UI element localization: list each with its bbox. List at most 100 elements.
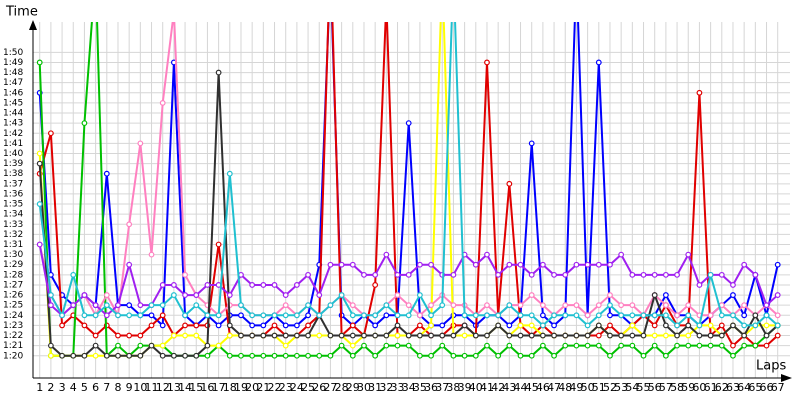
lap-point bbox=[215, 241, 222, 248]
y-tick-label: 1:25 bbox=[3, 301, 23, 311]
lap-point bbox=[662, 302, 669, 309]
lap-point bbox=[539, 332, 546, 339]
lap-point bbox=[282, 342, 289, 349]
x-tick-label: 64 bbox=[737, 381, 751, 394]
lap-point bbox=[495, 322, 502, 329]
y-tick-label: 1:43 bbox=[3, 119, 23, 129]
lap-point bbox=[685, 312, 692, 319]
lap-point bbox=[662, 292, 669, 298]
lap-point bbox=[551, 312, 557, 319]
lap-point bbox=[551, 332, 557, 339]
x-axis-arrow bbox=[781, 374, 792, 382]
lap-point bbox=[159, 100, 166, 106]
lap-point bbox=[439, 342, 446, 349]
lap-point bbox=[718, 342, 725, 349]
lap-point bbox=[562, 302, 569, 309]
x-tick-label: 8 bbox=[114, 381, 121, 394]
lap-point bbox=[484, 302, 490, 309]
lap-point bbox=[92, 352, 99, 359]
lap-point bbox=[573, 332, 580, 339]
x-tick-label: 47 bbox=[547, 381, 561, 394]
lap-point bbox=[103, 292, 110, 298]
x-tick-label: 13 bbox=[167, 381, 181, 394]
lap-point bbox=[517, 302, 524, 309]
x-tick-label: 58 bbox=[670, 381, 684, 394]
x-tick-label: 55 bbox=[637, 381, 651, 394]
lap-point bbox=[215, 342, 222, 349]
lap-point bbox=[461, 352, 468, 359]
x-tick-label: 37 bbox=[435, 381, 449, 394]
lap-point bbox=[372, 332, 379, 339]
lap-point bbox=[92, 332, 99, 339]
lap-point bbox=[226, 170, 233, 177]
lap-point bbox=[372, 322, 379, 329]
lap-point bbox=[629, 302, 636, 309]
lap-point bbox=[450, 352, 457, 359]
lap-point bbox=[394, 312, 401, 319]
x-tick-label: 67 bbox=[771, 381, 785, 394]
x-tick-label: 27 bbox=[323, 381, 337, 394]
lap-point bbox=[651, 322, 658, 329]
x-tick-label: 33 bbox=[391, 381, 405, 394]
lap-point bbox=[741, 261, 748, 268]
lap-point bbox=[428, 332, 434, 339]
lap-point bbox=[707, 332, 714, 339]
lap-point bbox=[137, 140, 144, 147]
y-axis-label: Time bbox=[5, 5, 38, 20]
lap-point bbox=[226, 332, 233, 339]
lap-point bbox=[349, 352, 356, 359]
lap-point bbox=[562, 271, 569, 278]
y-tick-label: 1:42 bbox=[3, 129, 23, 139]
lap-point bbox=[718, 271, 725, 278]
y-tick-label: 1:30 bbox=[3, 250, 23, 260]
lap-point bbox=[383, 312, 390, 319]
x-tick-label: 7 bbox=[103, 381, 110, 394]
lap-point bbox=[428, 322, 434, 329]
lap-point bbox=[327, 302, 334, 309]
lap-point bbox=[595, 261, 602, 268]
lap-point bbox=[327, 352, 334, 359]
lap-point bbox=[607, 302, 613, 309]
lap-point bbox=[159, 342, 166, 349]
lap-point bbox=[730, 352, 736, 359]
lap-point bbox=[450, 332, 457, 339]
lap-point bbox=[193, 352, 200, 359]
lap-point bbox=[629, 332, 636, 339]
lap-point bbox=[349, 302, 356, 309]
x-tick-label: 21 bbox=[256, 381, 270, 394]
x-tick-label: 35 bbox=[413, 381, 427, 394]
lap-point bbox=[405, 332, 412, 339]
lap-point bbox=[394, 292, 401, 298]
lap-point bbox=[461, 322, 468, 329]
lap-point bbox=[159, 312, 166, 319]
lap-point bbox=[81, 292, 88, 298]
lap-point bbox=[137, 312, 144, 319]
lap-point bbox=[752, 312, 759, 319]
lap-point bbox=[450, 302, 457, 309]
lap-point bbox=[372, 271, 379, 278]
lap-point bbox=[707, 342, 714, 349]
lap-point bbox=[293, 352, 300, 359]
lap-point bbox=[137, 302, 144, 309]
lap-point bbox=[662, 271, 669, 278]
lap-point bbox=[59, 312, 65, 319]
lap-point bbox=[517, 322, 524, 329]
lap-point bbox=[81, 120, 88, 127]
lap-point bbox=[159, 302, 166, 309]
x-tick-label: 43 bbox=[502, 381, 516, 394]
y-tick-label: 1:39 bbox=[3, 159, 23, 169]
lap-point bbox=[752, 271, 759, 278]
x-tick-label: 9 bbox=[126, 381, 133, 394]
lap-point bbox=[607, 292, 613, 298]
x-tick-label: 54 bbox=[625, 381, 639, 394]
lap-point bbox=[338, 342, 345, 349]
lap-point bbox=[170, 352, 177, 359]
lap-point bbox=[249, 282, 256, 288]
lap-point bbox=[696, 322, 703, 329]
lap-point bbox=[271, 312, 278, 319]
lap-point bbox=[126, 352, 133, 359]
lap-point bbox=[316, 292, 323, 298]
lap-point bbox=[674, 332, 680, 339]
x-tick-label: 53 bbox=[614, 381, 628, 394]
lap-point bbox=[528, 332, 535, 339]
